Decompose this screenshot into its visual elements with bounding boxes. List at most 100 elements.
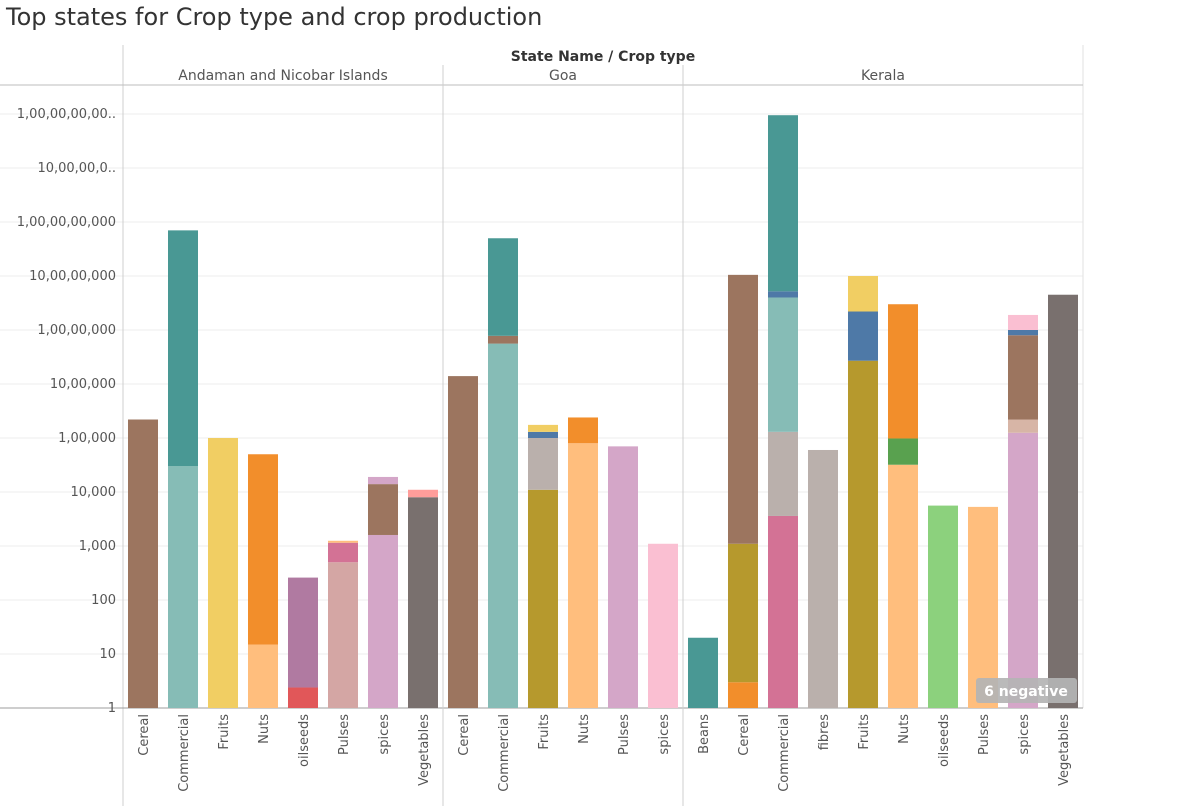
- bar-segment[interactable]: [328, 562, 358, 708]
- category-label: spices: [1017, 714, 1032, 755]
- bar-segment[interactable]: [808, 449, 838, 708]
- bar-segment[interactable]: [888, 304, 918, 439]
- bar-segment[interactable]: [288, 687, 318, 708]
- bar-segment[interactable]: [248, 644, 278, 708]
- negative-badge-bg[interactable]: [976, 678, 1077, 703]
- bar-segment[interactable]: [648, 543, 678, 708]
- category-label: Fruits: [857, 714, 872, 750]
- state-header: Andaman and Nicobar Islands: [178, 68, 388, 84]
- bar-segment[interactable]: [128, 419, 158, 708]
- bar-segment[interactable]: [608, 446, 638, 708]
- bar-segment[interactable]: [768, 431, 798, 516]
- category-label: Commercial: [497, 714, 512, 792]
- bar-segment[interactable]: [968, 506, 998, 708]
- y-tick-label: 10,00,000: [50, 377, 116, 392]
- category-label: Pulses: [617, 714, 632, 755]
- category-label: Fruits: [537, 714, 552, 750]
- bar-segment[interactable]: [168, 466, 198, 708]
- bar-segment[interactable]: [728, 543, 758, 683]
- category-label: Pulses: [977, 714, 992, 755]
- category-label: Cereal: [457, 714, 472, 756]
- bar-segment[interactable]: [168, 230, 198, 467]
- y-tick-label: 1: [108, 701, 116, 716]
- y-tick-label: 100: [91, 593, 116, 608]
- bar-segment[interactable]: [528, 424, 558, 432]
- category-label: spices: [377, 714, 392, 755]
- category-label: oilseeds: [297, 714, 312, 767]
- y-axis-ticks: 1 10 100 1,000 10,000 1,00,000 10,00,000 1,00,0…: [17, 107, 116, 716]
- bar-segment[interactable]: [1008, 432, 1038, 708]
- bar-segment[interactable]: [568, 417, 598, 444]
- bar-segment[interactable]: [1008, 335, 1038, 420]
- bar-segment[interactable]: [928, 505, 958, 708]
- bar-segment[interactable]: [488, 335, 518, 344]
- bar-segment[interactable]: [528, 431, 558, 438]
- chart-title: Top states for Crop type and crop produc…: [6, 3, 543, 31]
- category-label: Vegetables: [1057, 714, 1072, 786]
- bar-segment[interactable]: [528, 489, 558, 708]
- state-header: Kerala: [861, 68, 905, 84]
- category-label: Commercial: [777, 714, 792, 792]
- category-label: Nuts: [897, 714, 912, 744]
- header-title: State Name / Crop type: [511, 49, 695, 65]
- bar-segment[interactable]: [408, 497, 438, 708]
- category-label: Nuts: [577, 714, 592, 744]
- bar-segment[interactable]: [368, 484, 398, 535]
- bar-segment[interactable]: [728, 274, 758, 544]
- negative-badge[interactable]: 6 negative: [976, 678, 1077, 703]
- bar-segment[interactable]: [488, 238, 518, 336]
- bar-segment[interactable]: [768, 297, 798, 432]
- bar-segment[interactable]: [768, 515, 798, 708]
- bar-segment[interactable]: [728, 682, 758, 708]
- bar-segment[interactable]: [328, 540, 358, 543]
- bar-segment[interactable]: [368, 534, 398, 708]
- bar-segment[interactable]: [1048, 294, 1078, 708]
- column-headers: State Name / Crop type Andaman and Nicob…: [178, 49, 905, 84]
- category-label: spices: [657, 714, 672, 755]
- bars: [128, 115, 1078, 708]
- category-label: Fruits: [217, 714, 232, 750]
- bar-segment[interactable]: [848, 360, 878, 708]
- bar-segment[interactable]: [888, 464, 918, 708]
- y-tick-label: 1,00,00,00,00..: [17, 107, 116, 122]
- y-tick-label: 10,00,00,000: [29, 269, 116, 284]
- bar-segment[interactable]: [768, 291, 798, 298]
- bar-segment[interactable]: [488, 343, 518, 708]
- bar-segment[interactable]: [1008, 419, 1038, 433]
- bar-segment[interactable]: [688, 637, 718, 708]
- negative-badge-label[interactable]: 6 negative: [984, 684, 1068, 700]
- bar-segment[interactable]: [888, 438, 918, 465]
- bar-segment[interactable]: [448, 376, 478, 708]
- category-labels: Cereal Commercial Fruits Nuts oilseeds Pulses…: [137, 714, 1072, 792]
- bar-segment[interactable]: [248, 454, 278, 645]
- category-label: Vegetables: [417, 714, 432, 786]
- y-tick-label: 10,00,00,0..: [37, 161, 116, 176]
- bar-segment[interactable]: [368, 476, 398, 485]
- bar-segment[interactable]: [848, 311, 878, 361]
- bar-segment[interactable]: [528, 438, 558, 490]
- y-tick-label: 1,000: [79, 539, 116, 554]
- y-tick-label: 10: [99, 647, 116, 662]
- bar-segment[interactable]: [768, 115, 798, 292]
- category-label: Pulses: [337, 714, 352, 755]
- bar-segment[interactable]: [408, 489, 438, 498]
- bar-segment[interactable]: [568, 443, 598, 708]
- bar-segment[interactable]: [208, 438, 238, 708]
- y-tick-label: 1,00,00,00,000: [17, 215, 116, 230]
- bar-segment[interactable]: [1008, 330, 1038, 336]
- category-label: Nuts: [257, 714, 272, 744]
- category-label: Cereal: [737, 714, 752, 756]
- y-tick-label: 1,00,00,000: [37, 323, 116, 338]
- bar-segment[interactable]: [848, 276, 878, 312]
- y-tick-label: 10,000: [71, 485, 117, 500]
- bar-segment[interactable]: [328, 542, 358, 563]
- category-label: fibres: [817, 714, 832, 750]
- bar-segment[interactable]: [1008, 314, 1038, 330]
- bar-segment[interactable]: [288, 577, 318, 688]
- category-label: Beans: [697, 714, 712, 754]
- category-label: Cereal: [137, 714, 152, 756]
- category-label: oilseeds: [937, 714, 952, 767]
- category-label: Commercial: [177, 714, 192, 792]
- state-header: Goa: [549, 68, 577, 84]
